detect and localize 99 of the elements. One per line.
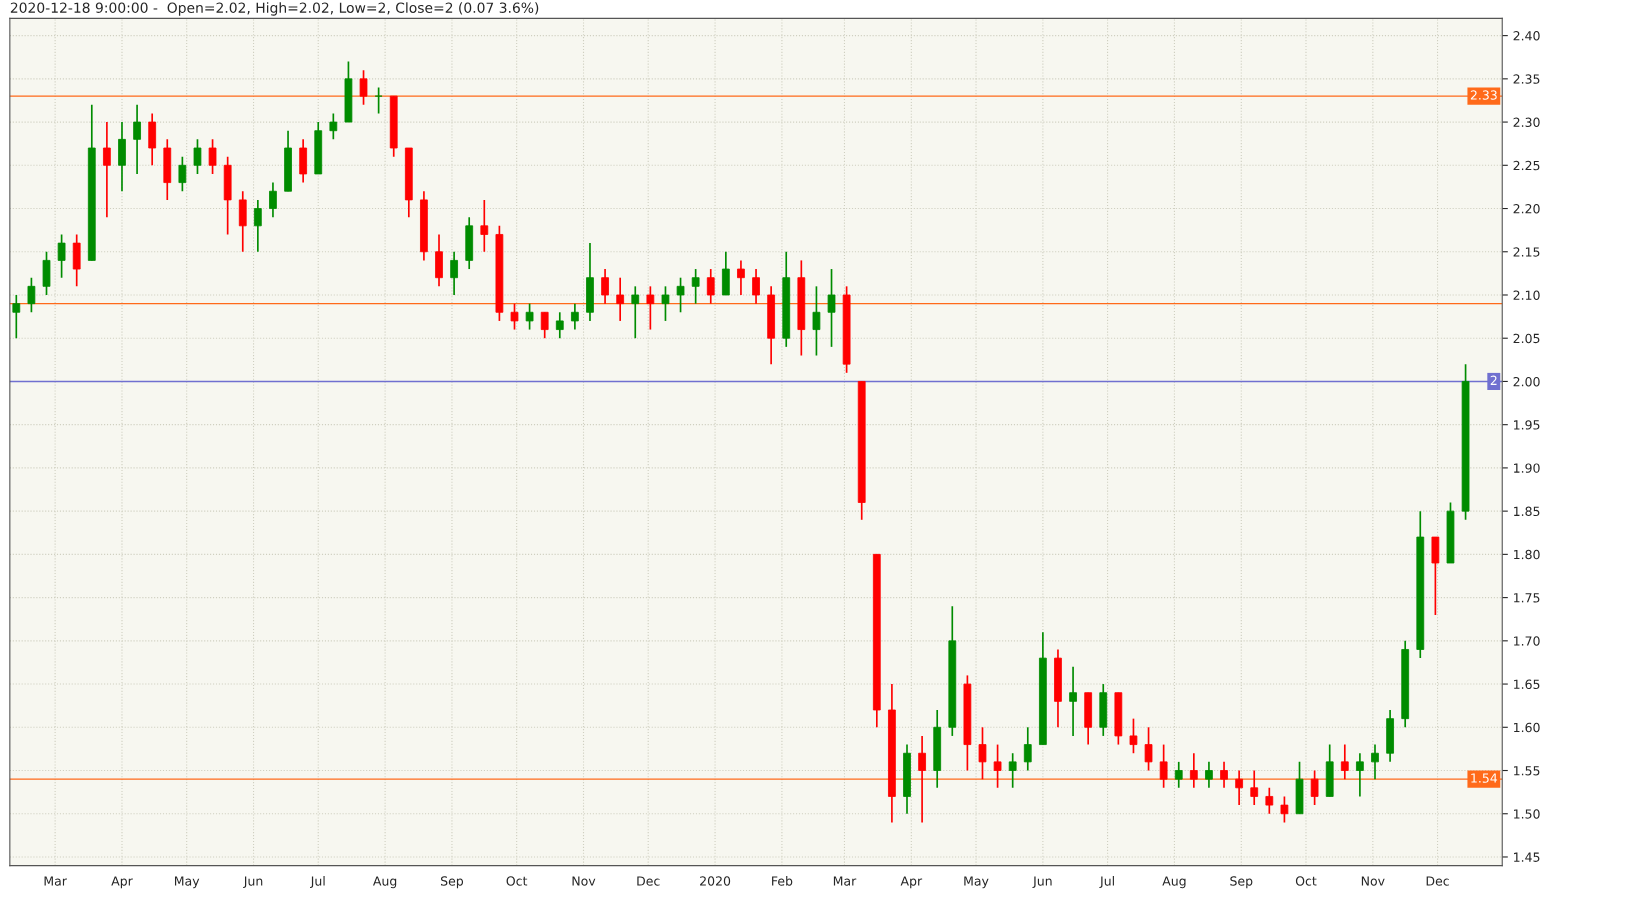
candlestick <box>57 233 66 279</box>
y-tick-label: 2.20 <box>1513 204 1540 214</box>
candlestick <box>359 69 368 106</box>
candlestick <box>269 181 277 219</box>
x-tick-label: Dec <box>1426 876 1449 886</box>
x-tick-label: Apr <box>900 876 923 889</box>
candlestick <box>540 311 549 340</box>
candlestick <box>103 121 111 219</box>
x-tick-label: Mar <box>833 876 857 886</box>
candlestick <box>812 285 821 357</box>
x-tick-label: 2020 <box>700 876 731 886</box>
candlestick <box>208 138 217 175</box>
x-tick-label: Sep <box>1230 876 1253 889</box>
x-tick-label: Jul <box>1099 876 1114 889</box>
y-tick-label: 2.25 <box>1513 160 1540 171</box>
y-tick-label: 1.70 <box>1514 636 1540 646</box>
candlestick <box>978 726 987 780</box>
candlestick <box>525 302 534 331</box>
y-tick-label: 2.00 <box>1513 376 1540 387</box>
candlestick <box>661 285 670 322</box>
x-tick-label: Oct <box>1295 876 1317 886</box>
ref-line-label: 2.33 <box>1470 90 1497 100</box>
candlestick <box>27 276 36 314</box>
y-tick-label: 2.30 <box>1513 117 1540 127</box>
candlestick <box>1371 743 1379 780</box>
candlestick <box>571 302 579 331</box>
candlestick <box>1265 786 1274 815</box>
candlestick <box>510 302 519 331</box>
y-tick-label: 2.10 <box>1513 290 1540 300</box>
ref-line-label: 1.54 <box>1471 773 1498 783</box>
x-tick-label: Apr <box>111 876 133 889</box>
x-tick-label: Dec <box>637 876 660 886</box>
candlestick <box>918 735 926 824</box>
candlestick <box>737 259 745 296</box>
x-tick-label: May <box>174 876 200 889</box>
y-tick-label: 2.35 <box>1513 74 1540 84</box>
candlestick <box>1129 717 1138 755</box>
y-tick-label: 1.50 <box>1514 809 1540 819</box>
candlestick <box>329 112 338 141</box>
x-tick-label: Jun <box>243 876 263 889</box>
x-tick-label: Mar <box>44 876 67 886</box>
candlestick <box>12 294 21 340</box>
y-tick-label: 2.15 <box>1513 247 1540 257</box>
candlestick <box>178 155 187 193</box>
candlestick <box>1205 761 1213 789</box>
x-tick-label: Sep <box>441 876 464 889</box>
candlestick <box>450 250 458 296</box>
candlestick <box>1023 726 1032 772</box>
ref-line-label: 2 <box>1490 375 1497 385</box>
candlestick <box>691 268 700 305</box>
candlestick <box>1250 769 1259 806</box>
x-tick-label: Jul <box>310 876 325 889</box>
candlestick <box>646 285 655 331</box>
candlestick <box>752 268 760 305</box>
y-tick-label: 1.65 <box>1514 679 1540 689</box>
candlestick <box>1356 752 1364 798</box>
x-tick-label: May <box>964 876 989 889</box>
candlestick <box>1310 769 1319 806</box>
y-tick-label: 2.05 <box>1513 333 1540 344</box>
candlestick <box>133 103 141 175</box>
candlestick <box>1144 726 1153 772</box>
candlestick <box>601 268 609 305</box>
candlestick <box>1174 761 1183 789</box>
candlestick <box>374 86 383 115</box>
x-tick-label: Feb <box>772 876 793 886</box>
chart-title: 2020-12-18 9:00:00 - Open=2.02, High=2.02, Low=2, Close=2 (0.07 3.6%) <box>10 2 539 16</box>
candlestick <box>1280 795 1289 824</box>
x-tick-label: Jun <box>1032 876 1052 889</box>
y-tick-label: 1.90 <box>1514 463 1540 473</box>
candlestick <box>1220 761 1228 789</box>
y-tick-label: 1.75 <box>1514 593 1540 603</box>
candlestick <box>706 268 715 305</box>
candlestick <box>827 268 836 348</box>
candlestick <box>253 199 262 253</box>
y-tick-label: 2.40 <box>1513 31 1540 41</box>
candlestick <box>1340 743 1349 780</box>
candlestick <box>193 138 202 175</box>
candlestick <box>1069 665 1077 737</box>
candlestick <box>616 276 625 322</box>
x-tick-label: Oct <box>506 876 528 886</box>
candlestick <box>631 285 640 340</box>
x-tick-label: Nov <box>572 876 596 886</box>
x-tick-label: Aug <box>1162 876 1186 889</box>
x-tick-label: Nov <box>1361 876 1385 886</box>
candlestick <box>1159 743 1168 789</box>
y-tick-label: 1.95 <box>1514 420 1540 430</box>
candlestick <box>1008 752 1017 789</box>
candlestick <box>555 311 564 340</box>
y-tick-label: 1.60 <box>1514 722 1540 733</box>
y-tick-label: 1.85 <box>1514 506 1540 517</box>
candlestick <box>993 743 1002 789</box>
candlestick <box>676 276 685 314</box>
candlestick <box>1235 769 1243 806</box>
x-tick-label: Aug <box>372 876 397 889</box>
candlestick <box>480 199 489 253</box>
y-tick-label: 1.55 <box>1514 766 1540 776</box>
y-tick-label: 1.80 <box>1514 549 1540 560</box>
candlestick <box>1189 752 1198 789</box>
y-tick-label: 1.45 <box>1514 852 1540 862</box>
